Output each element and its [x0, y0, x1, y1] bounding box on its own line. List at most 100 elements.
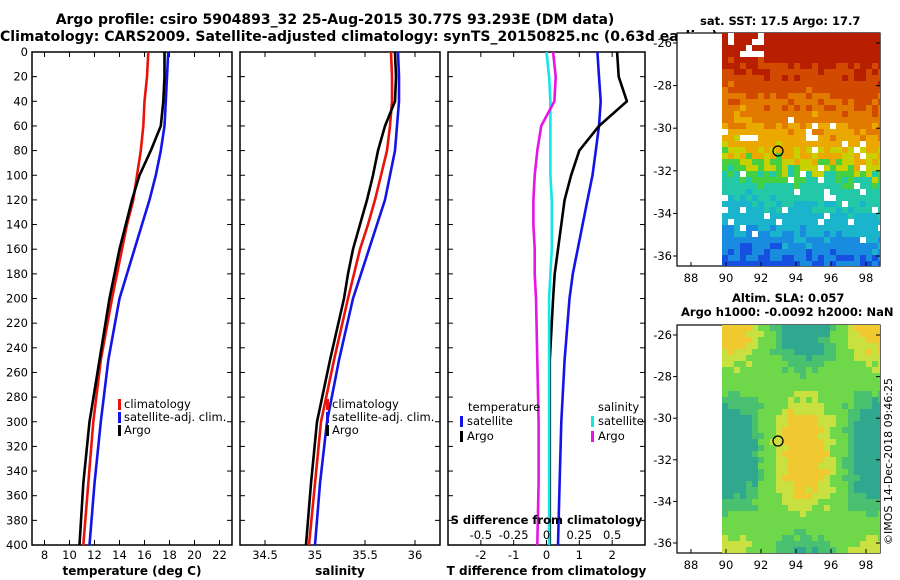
- map-cell: [872, 379, 878, 385]
- x-tick-label: 16: [137, 548, 152, 562]
- map-cell: [818, 201, 824, 207]
- map-cell: [878, 201, 880, 207]
- map-cell: [782, 487, 788, 493]
- map-cell: [854, 349, 860, 355]
- map-cell: [722, 111, 728, 117]
- map-cell: [872, 111, 878, 117]
- map-cell: [746, 433, 752, 439]
- map-cell: [842, 219, 848, 225]
- map-cell: [812, 409, 818, 415]
- map-cell: [770, 415, 776, 421]
- map-cell: [848, 397, 854, 403]
- map-cell: [794, 511, 800, 517]
- map-cell: [734, 189, 740, 195]
- map-cell: [842, 523, 848, 529]
- map-cell: [740, 511, 746, 517]
- map-cell: [764, 171, 770, 177]
- map-cell: [770, 141, 776, 147]
- map-cell: [812, 487, 818, 493]
- map-cell: [722, 337, 728, 343]
- map-cell: [746, 207, 752, 213]
- map-cell: [836, 337, 842, 343]
- map-cell: [770, 189, 776, 195]
- map-cell: [782, 529, 788, 535]
- map-cell: [836, 51, 842, 57]
- map-cell: [758, 69, 764, 75]
- map-cell: [776, 93, 782, 99]
- map-cell: [842, 243, 848, 249]
- map-cell: [782, 349, 788, 355]
- map-cell: [752, 331, 758, 337]
- map-cell: [740, 487, 746, 493]
- map-cell: [722, 51, 728, 57]
- map-cell: [752, 231, 758, 237]
- map-cell: [854, 403, 860, 409]
- map-cell: [734, 457, 740, 463]
- map-cell: [866, 493, 872, 499]
- map-cell: [854, 135, 860, 141]
- map-cell: [806, 487, 812, 493]
- map-cell: [758, 535, 764, 541]
- map-cell: [740, 343, 746, 349]
- map-cell: [800, 499, 806, 505]
- x-tick-label: -2: [475, 548, 486, 562]
- map-cell: [824, 255, 830, 261]
- map-cell: [866, 463, 872, 469]
- map-cell: [848, 439, 854, 445]
- map-cell: [746, 243, 752, 249]
- map-cell: [758, 231, 764, 237]
- map-cell: [752, 355, 758, 361]
- map-cell: [746, 403, 752, 409]
- x-tick-label: 35: [308, 548, 323, 562]
- map-cell: [728, 141, 734, 147]
- map-cell: [788, 343, 794, 349]
- map-cell: [770, 201, 776, 207]
- map-cell: [722, 93, 728, 99]
- map-cell: [854, 69, 860, 75]
- map-cell: [794, 159, 800, 165]
- map-cell: [812, 87, 818, 93]
- map-cell: [788, 177, 794, 183]
- map-cell: [794, 397, 800, 403]
- map-cell: [812, 159, 818, 165]
- map-cell: [860, 439, 866, 445]
- map-cell: [758, 457, 764, 463]
- map-cell: [794, 439, 800, 445]
- map-cell: [842, 445, 848, 451]
- map-cell: [770, 63, 776, 69]
- map-cell: [782, 397, 788, 403]
- map-cell: [740, 367, 746, 373]
- map-cell: [794, 517, 800, 523]
- map-cell: [800, 469, 806, 475]
- map-cell: [848, 517, 854, 523]
- map-cell: [722, 171, 728, 177]
- map-cell: [770, 331, 776, 337]
- lat-tick-label: -36: [653, 536, 672, 550]
- map-cell: [728, 439, 734, 445]
- map-cell: [848, 331, 854, 337]
- map-cell: [848, 445, 854, 451]
- series-line-salinity-argo: [532, 51, 558, 546]
- map-cell: [872, 105, 878, 111]
- map-cell: [746, 427, 752, 433]
- map-cell: [788, 325, 794, 331]
- map-cell: [854, 57, 860, 63]
- map-cell: [836, 177, 842, 183]
- map-cell: [818, 117, 824, 123]
- map-cell: [746, 147, 752, 153]
- map-cell: [830, 451, 836, 457]
- map-cell: [854, 427, 860, 433]
- map-cell: [728, 147, 734, 153]
- map-cell: [794, 171, 800, 177]
- map-cell: [764, 523, 770, 529]
- map-cell: [836, 81, 842, 87]
- map-cell: [842, 343, 848, 349]
- map-cell: [734, 141, 740, 147]
- map-cell: [764, 529, 770, 535]
- map-cell: [776, 255, 782, 261]
- map-cell: [818, 487, 824, 493]
- map-cell: [770, 243, 776, 249]
- map-cell: [722, 379, 728, 385]
- map-cell: [818, 523, 824, 529]
- map-cell: [812, 195, 818, 201]
